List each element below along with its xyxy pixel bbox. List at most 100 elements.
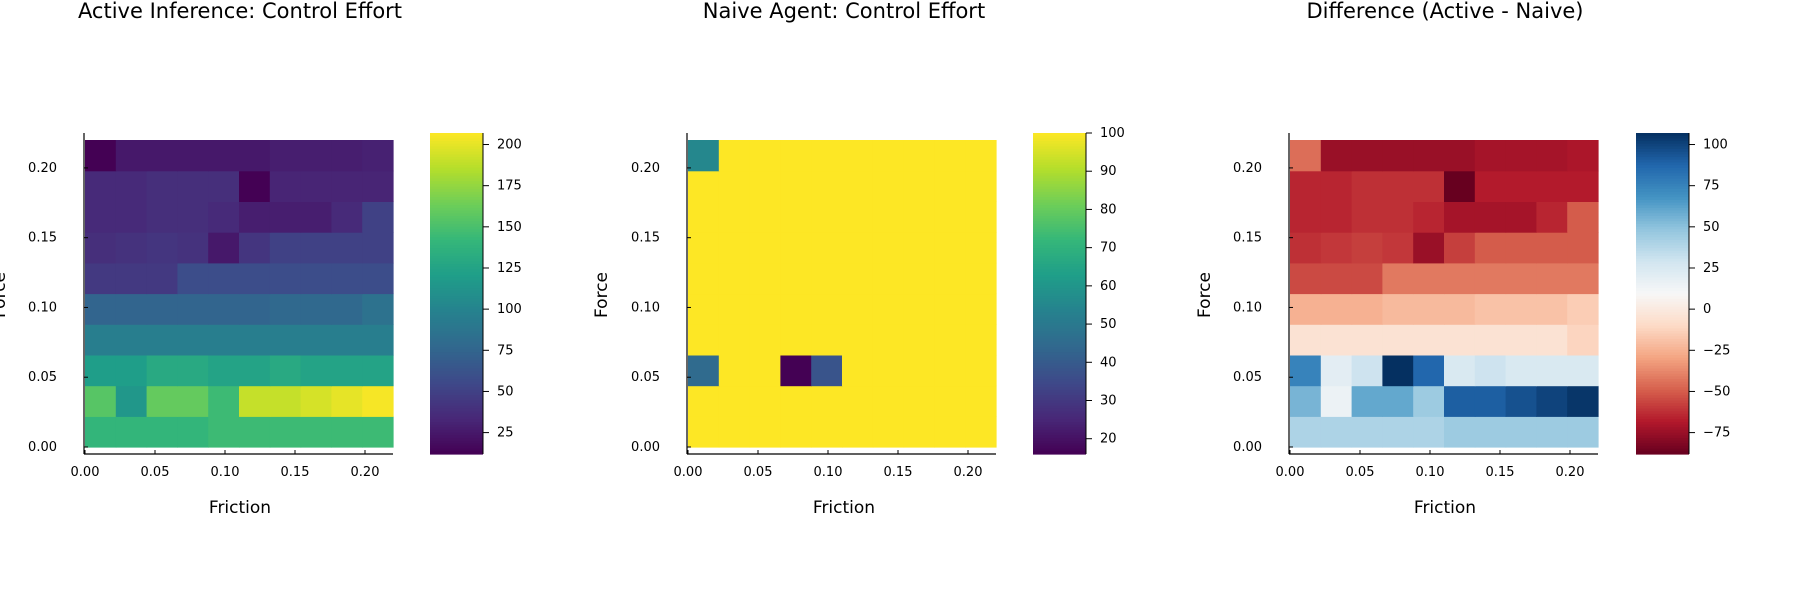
heatmap-cell <box>177 354 209 387</box>
heatmap-cell <box>780 140 812 172</box>
heatmap-cell <box>177 262 209 295</box>
y-tick-label: 0.05 <box>1233 370 1262 385</box>
heatmap-cell <box>934 201 966 233</box>
colorbar-segment <box>1033 304 1086 308</box>
colorbar-segment <box>430 443 483 447</box>
heatmap-cell <box>965 170 997 202</box>
colorbar-segment <box>430 133 483 137</box>
heatmap-cell <box>1382 201 1414 233</box>
heatmap-cell <box>872 232 905 264</box>
heatmap-cell <box>842 354 874 387</box>
colorbar-segment <box>430 330 483 335</box>
colorbar-segment <box>1636 215 1689 220</box>
colorbar-tick-label: 50 <box>1703 220 1720 235</box>
heatmap-cell <box>1413 416 1445 448</box>
colorbar-segment <box>1033 306 1086 311</box>
heatmap-cell <box>269 385 302 417</box>
heatmap-cell <box>208 324 240 356</box>
heatmap-cell <box>1290 354 1322 387</box>
colorbar-segment <box>1636 301 1689 305</box>
colorbar-segment <box>1033 269 1086 273</box>
colorbar-segment <box>1033 221 1086 225</box>
colorbar-segment <box>1033 298 1086 303</box>
heatmap-cell <box>269 354 302 387</box>
heatmap-cell <box>1474 293 1507 325</box>
colorbar-segment <box>1636 234 1689 238</box>
colorbar-segment <box>1636 304 1689 308</box>
colorbar-segment <box>1636 309 1689 313</box>
colorbar-segment <box>430 202 483 206</box>
colorbar-segment <box>1033 424 1086 428</box>
colorbar-segment <box>1636 218 1689 222</box>
colorbar-segment <box>1033 352 1086 356</box>
colorbar-segment <box>1033 207 1086 212</box>
colorbar-segment <box>1636 330 1689 335</box>
colorbar-segment <box>430 253 483 257</box>
colorbar-segment <box>1636 170 1689 174</box>
heatmap-cell <box>1382 354 1414 387</box>
heatmap-cell <box>331 324 363 356</box>
heatmap-cells <box>688 140 997 448</box>
colorbar-segment <box>1636 159 1689 164</box>
colorbar-segment <box>1033 253 1086 257</box>
colorbar-segment <box>430 371 483 375</box>
heatmap-cell <box>1382 416 1414 448</box>
colorbar-segment <box>1636 432 1689 436</box>
colorbar-segment <box>1636 207 1689 212</box>
heatmap-cell <box>903 385 935 417</box>
heatmap-cell <box>718 385 751 417</box>
colorbar-segment <box>430 215 483 220</box>
colorbar-segment <box>1033 223 1086 228</box>
x-tick-label: 0.10 <box>211 465 240 480</box>
heatmap-cell <box>85 324 117 356</box>
colorbar-segment <box>430 357 483 361</box>
heatmap-cell <box>1320 324 1353 356</box>
colorbar-segment <box>430 269 483 273</box>
colorbar-segment <box>1033 151 1086 155</box>
heatmap-cell <box>115 293 148 325</box>
heatmap-cell <box>1320 232 1353 264</box>
heatmap-cell <box>1320 293 1353 325</box>
colorbar-segment <box>1636 352 1689 356</box>
colorbar-segment <box>1033 387 1086 391</box>
colorbar-segment <box>1636 451 1689 455</box>
heatmap-cell <box>177 385 209 417</box>
colorbar-segment <box>1636 282 1689 287</box>
heatmap-cell <box>1413 232 1445 264</box>
colorbar-segment <box>430 320 483 324</box>
colorbar-segment <box>430 448 483 452</box>
colorbar-segment <box>1033 194 1086 198</box>
colorbar-segment <box>430 149 483 153</box>
heatmap-cell <box>300 140 332 172</box>
colorbar: −75 −50 −25 0 25 50 75 100 <box>1636 133 1730 455</box>
colorbar-tick-label: −50 <box>1703 384 1730 399</box>
heatmap-cell <box>842 232 874 264</box>
heatmap-cell <box>269 293 302 325</box>
colorbar-segment <box>430 245 483 249</box>
heatmap-cell <box>269 416 302 448</box>
heatmap-cell <box>965 201 997 233</box>
heatmap-cell <box>1413 293 1445 325</box>
colorbar-segment <box>1033 167 1086 172</box>
colorbar-segment <box>1636 314 1689 319</box>
colorbar-segment <box>430 183 483 188</box>
colorbar-segment <box>430 165 483 169</box>
colorbar-segment <box>1033 231 1086 236</box>
heatmap-cells <box>85 140 394 448</box>
colorbar-segment <box>1636 261 1689 265</box>
heatmap-cell <box>903 170 935 202</box>
heatmap-cell <box>269 201 302 233</box>
colorbar-segment <box>1033 197 1086 201</box>
heatmap-cell <box>811 385 843 417</box>
colorbar-segment <box>1033 309 1086 313</box>
colorbar-segment <box>1033 451 1086 455</box>
heatmap-cell <box>688 354 720 387</box>
colorbar-tick-label: 90 <box>1100 164 1117 179</box>
heatmap-cell <box>780 416 812 448</box>
colorbar-segment <box>1636 328 1689 332</box>
colorbar-segment <box>1033 181 1086 185</box>
colorbar-segment <box>1033 242 1086 246</box>
colorbar-segment <box>1636 400 1689 404</box>
colorbar-segment <box>1033 344 1086 348</box>
y-axis-label: Force <box>0 272 10 318</box>
